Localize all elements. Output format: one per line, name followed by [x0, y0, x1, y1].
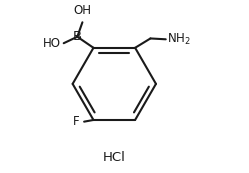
Text: HO: HO: [43, 37, 61, 50]
Text: B: B: [73, 30, 82, 43]
Text: NH$_2$: NH$_2$: [167, 32, 190, 47]
Text: HCl: HCl: [103, 151, 126, 163]
Text: F: F: [73, 115, 80, 128]
Text: OH: OH: [73, 4, 91, 17]
